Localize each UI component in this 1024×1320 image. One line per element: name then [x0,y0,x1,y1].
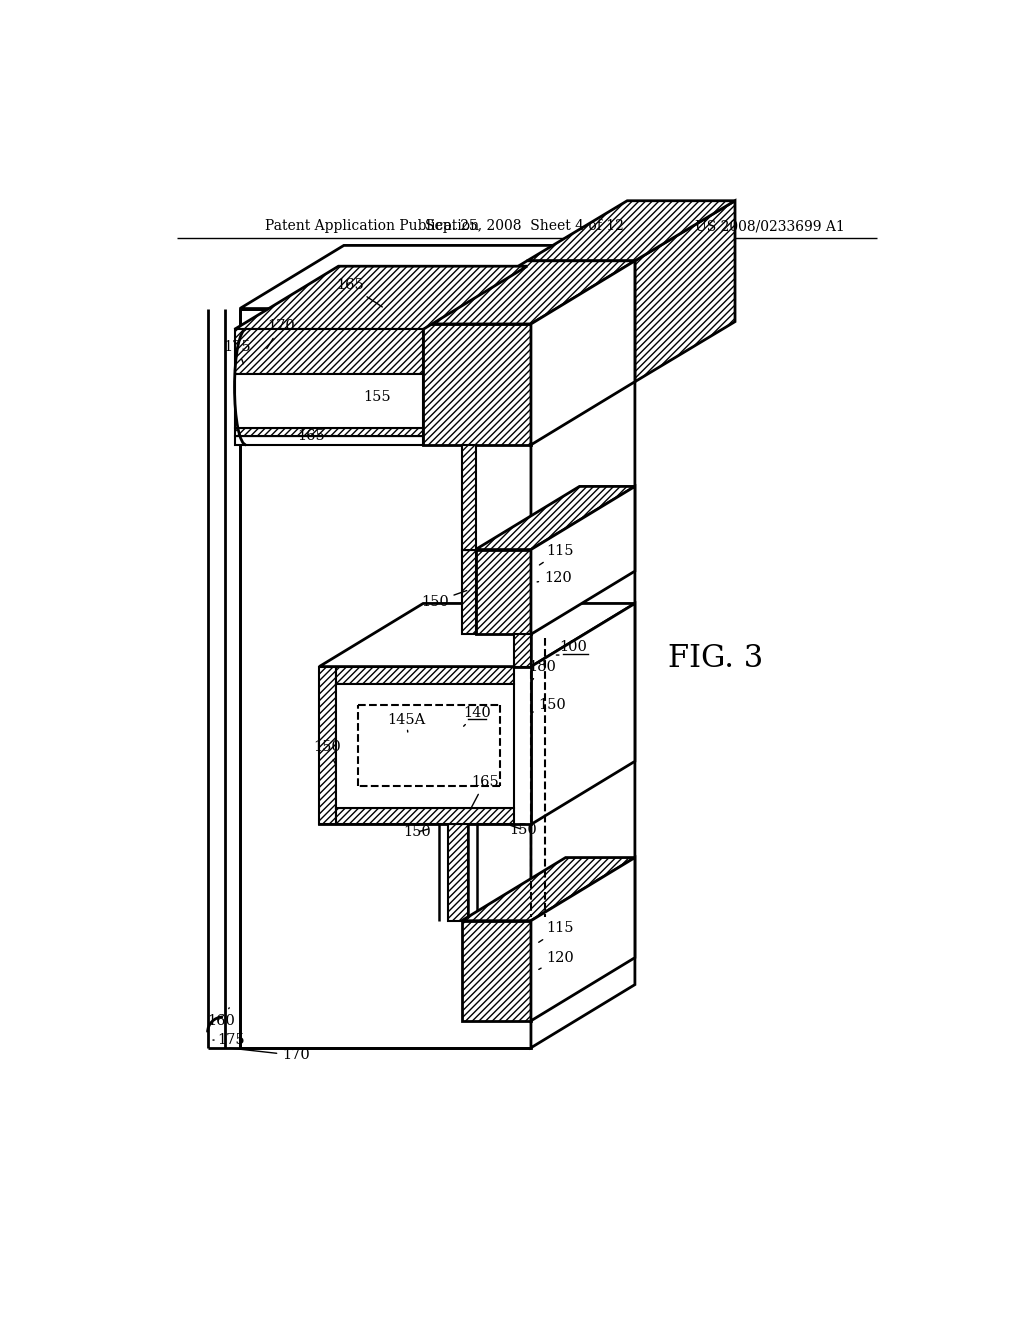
Polygon shape [462,549,475,635]
Text: 150: 150 [421,590,467,609]
Polygon shape [336,684,514,808]
Polygon shape [240,246,635,309]
Polygon shape [635,201,735,381]
Polygon shape [234,267,527,330]
Text: Patent Application Publication: Patent Application Publication [265,219,479,234]
Text: 155: 155 [364,391,391,404]
Text: 100: 100 [559,640,587,655]
Text: US 2008/0233699 A1: US 2008/0233699 A1 [695,219,845,234]
Text: 150: 150 [531,698,566,713]
Text: 165: 165 [298,429,336,442]
Polygon shape [531,858,635,1020]
Text: 145A: 145A [387,714,425,733]
Text: 120: 120 [539,950,574,969]
Polygon shape [336,667,514,684]
Text: 170: 170 [267,319,295,348]
Text: 140: 140 [463,706,490,726]
Text: 165: 165 [336,279,382,308]
Polygon shape [336,808,514,825]
Text: 120: 120 [538,572,571,585]
Text: 115: 115 [539,921,574,942]
Polygon shape [234,436,423,445]
Polygon shape [531,261,635,445]
Polygon shape [531,603,635,825]
Polygon shape [423,261,635,323]
Text: 175: 175 [223,341,251,364]
Text: 170: 170 [229,1048,310,1063]
Text: 150: 150 [509,822,538,837]
Polygon shape [240,309,531,1048]
Text: 150: 150 [403,825,431,840]
Polygon shape [319,667,336,825]
Polygon shape [234,428,423,436]
Polygon shape [234,374,423,428]
Polygon shape [234,330,423,374]
Polygon shape [514,635,531,667]
Polygon shape [462,445,475,549]
Text: 115: 115 [540,544,574,565]
Polygon shape [531,246,635,1048]
Polygon shape [527,201,735,261]
Polygon shape [475,487,635,549]
Text: 175: 175 [213,1034,245,1047]
Polygon shape [447,825,468,921]
Text: Sep. 25, 2008  Sheet 4 of 12: Sep. 25, 2008 Sheet 4 of 12 [425,219,625,234]
Polygon shape [423,323,531,445]
Text: FIG. 3: FIG. 3 [668,643,763,675]
Text: 160: 160 [208,1007,236,1028]
Text: 180: 180 [528,660,556,680]
Polygon shape [462,858,635,921]
Polygon shape [531,487,635,635]
Text: 165: 165 [471,775,499,809]
Text: 150: 150 [313,741,341,764]
Polygon shape [319,603,635,667]
Polygon shape [462,921,531,1020]
Polygon shape [475,549,531,635]
Polygon shape [319,667,531,825]
